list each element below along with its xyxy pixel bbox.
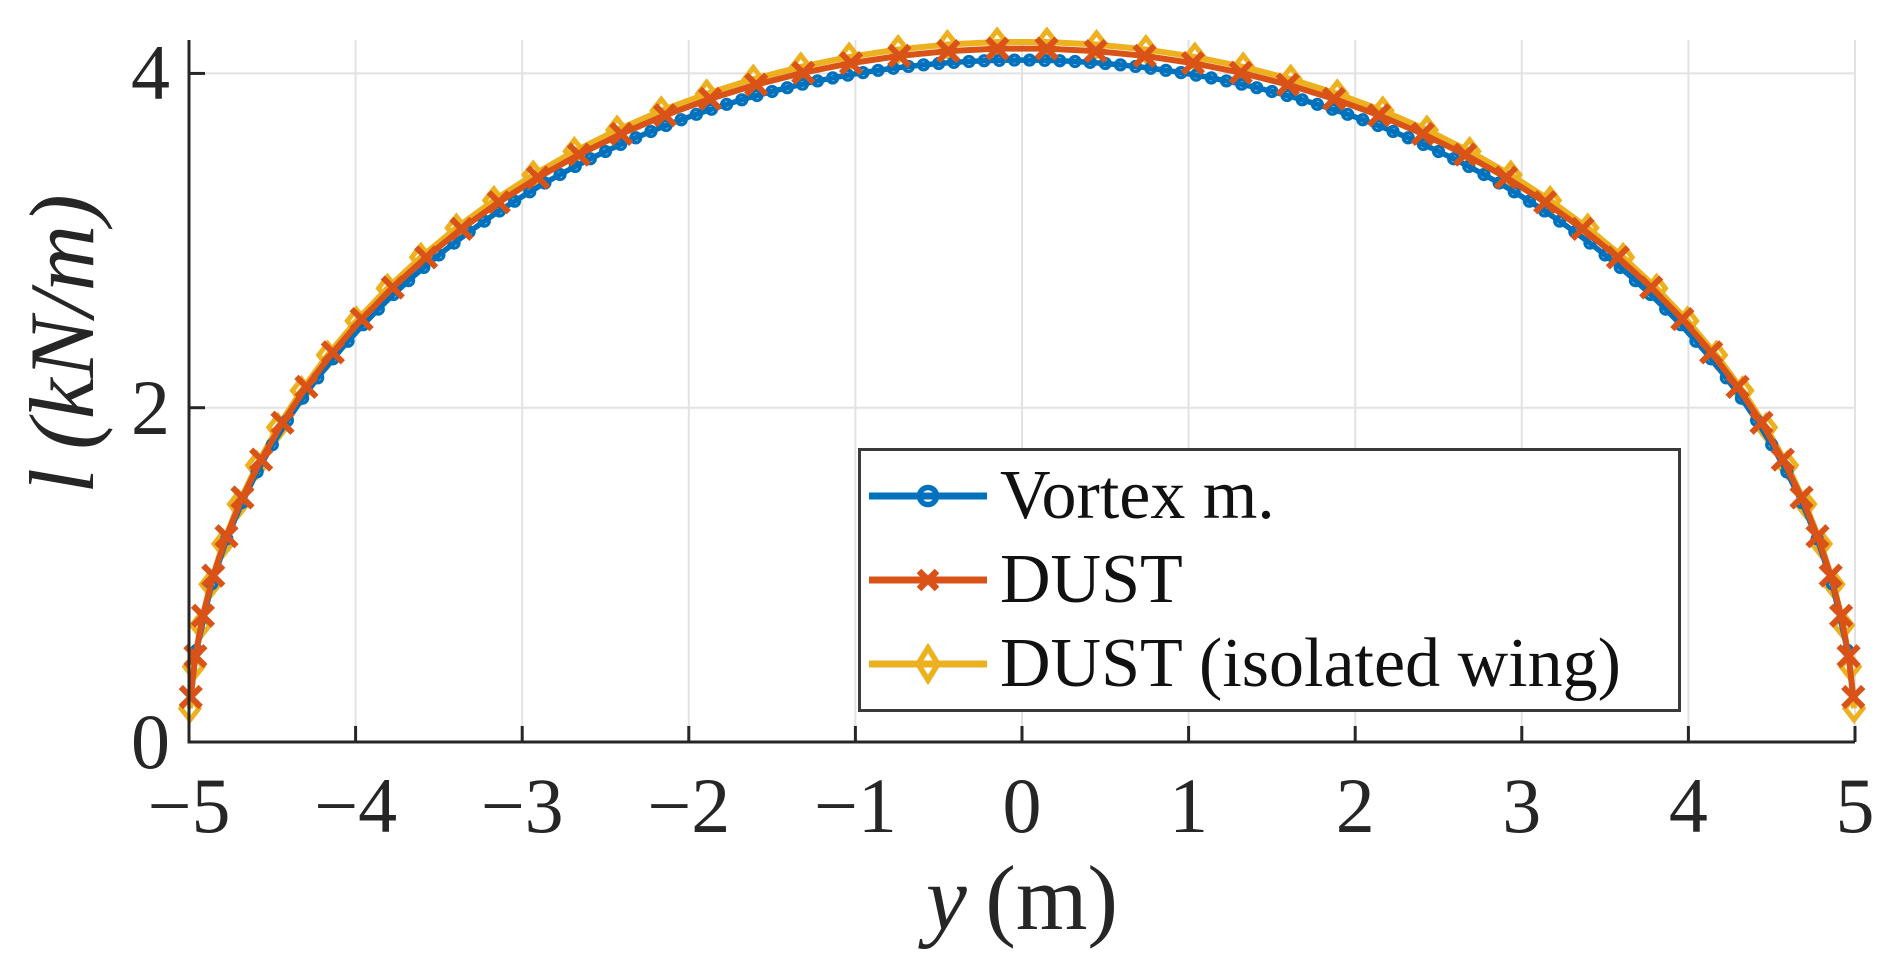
x-tick-label: −3 (480, 762, 564, 849)
legend: Vortex m. DUST DUST (isolated wing) (858, 448, 1681, 712)
x-tick-label: 2 (1335, 762, 1375, 849)
series-dust-markers (178, 36, 1866, 710)
x-tick-label: 3 (1502, 762, 1542, 849)
y-tick-label: 4 (131, 29, 170, 117)
series-dust (178, 36, 1866, 710)
x-tick-label: −1 (813, 762, 897, 849)
x-tick-label: 0 (1002, 762, 1042, 849)
x-tick-label: −2 (647, 762, 731, 849)
tick-marks (187, 71, 1857, 744)
x-tick-label: 1 (1169, 762, 1209, 849)
legend-item: DUST (isolated wing) (861, 622, 1678, 706)
x-tick-label: 5 (1835, 762, 1875, 849)
legend-item-label: Vortex m. (1000, 457, 1275, 534)
x-tick-label: −5 (147, 762, 231, 849)
x-tick-label: 4 (1668, 762, 1708, 849)
series-vortex-m (189, 53, 1855, 657)
gridlines (188, 40, 1856, 742)
legend-swatch-diamond-icon (869, 642, 987, 686)
y-axis-unit: (kN/m) (11, 194, 113, 450)
x-tick-label: −4 (314, 762, 398, 849)
legend-item: Vortex m. (861, 454, 1678, 538)
x-axis-unit: (m) (985, 847, 1119, 949)
legend-item: DUST (861, 538, 1678, 622)
y-axis-label: l (kN/m) (11, 44, 113, 644)
x-axis-variable: y (925, 847, 967, 949)
x-axis-label: y (m) (722, 848, 1322, 948)
y-tick-label: 0 (131, 698, 170, 785)
legend-item-label: DUST (isolated wing) (1000, 625, 1621, 702)
legend-swatch-circle-icon (869, 484, 987, 508)
y-axis-variable: l (11, 468, 113, 494)
legend-swatch-x-icon (869, 568, 987, 592)
legend-item-label: DUST (1000, 541, 1183, 618)
y-tick-label: 2 (131, 363, 170, 451)
